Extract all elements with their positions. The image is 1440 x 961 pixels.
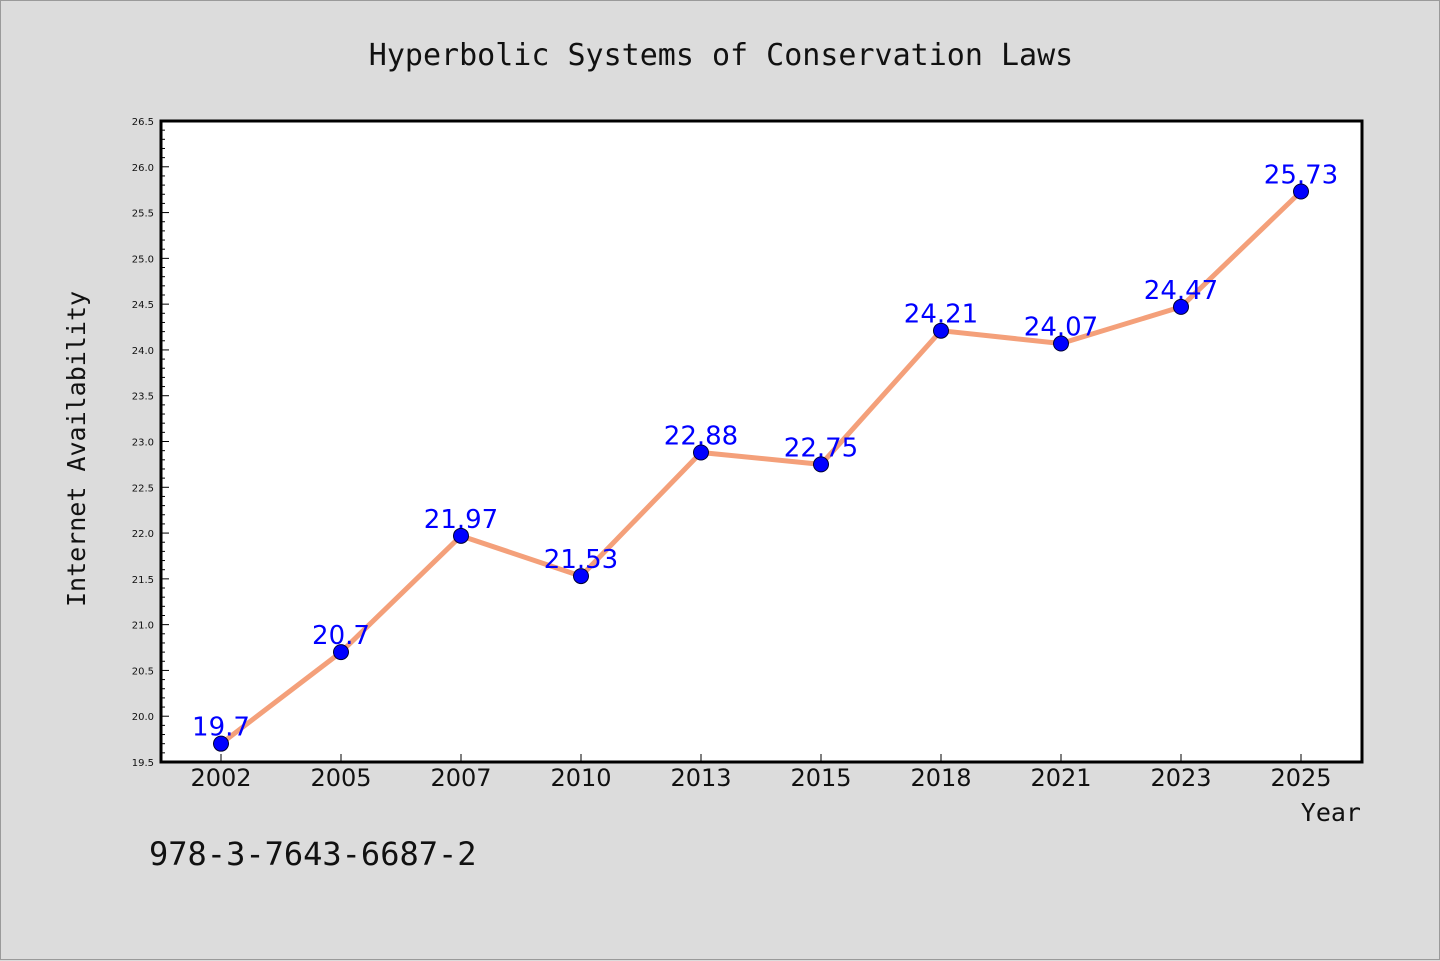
x-tick-label: 2010 (550, 764, 611, 792)
data-label: 21.97 (424, 505, 498, 535)
x-tick-label: 2023 (1150, 764, 1211, 792)
data-label: 19.7 (192, 713, 250, 743)
plot-area (159, 119, 1364, 764)
x-tick-label: 2015 (790, 764, 851, 792)
y-tick-label: 21.5 (132, 575, 154, 586)
data-label: 22.88 (664, 421, 738, 451)
data-label: 22.75 (784, 433, 858, 463)
x-tick-label: 2005 (310, 764, 371, 792)
x-tick-label: 2021 (1030, 764, 1091, 792)
isbn-annotation: 978-3-7643-6687-2 (149, 835, 477, 873)
data-label: 25.73 (1264, 161, 1338, 191)
y-axis: 19.5 20.0 20.5 21.0 21.5 22.0 22.5 23.0 23.5 24.0… (132, 117, 169, 769)
data-labels: 19.7 20.7 21.97 21.53 22.88 22.75 24.21 24.07 24… (192, 161, 1338, 743)
x-tick-label: 2013 (670, 764, 731, 792)
y-tick-label: 23.0 (132, 438, 154, 449)
y-tick-label: 25.5 (132, 209, 154, 220)
y-tick-label: 21.0 (132, 621, 154, 632)
data-point (693, 444, 709, 461)
data-point (1173, 298, 1189, 315)
y-tick-label: 25.0 (132, 254, 154, 265)
data-point (933, 322, 949, 339)
data-label: 24.07 (1024, 313, 1098, 343)
y-tick-label: 22.5 (132, 483, 154, 494)
y-tick-label: 23.5 (132, 392, 154, 403)
data-label: 24.21 (904, 300, 978, 330)
y-tick-label: 20.5 (132, 666, 154, 677)
chart-title: Hyperbolic Systems of Conservation Laws (369, 38, 1073, 73)
y-tick-label: 22.0 (132, 529, 154, 540)
data-point (573, 568, 589, 585)
y-axis-label: Internet Availability (62, 291, 91, 607)
x-tick-label: 2007 (430, 764, 491, 792)
data-label: 24.47 (1144, 276, 1218, 306)
y-tick-label: 20.0 (132, 712, 154, 723)
data-point (1053, 335, 1069, 352)
x-axis: 2002 2005 2007 2010 2013 2015 2018 2021 2023 2025 (190, 754, 1332, 792)
series-polyline (218, 189, 1304, 747)
data-point (453, 527, 469, 544)
data-point (813, 456, 829, 473)
y-tick-label: 19.5 (132, 758, 154, 769)
data-point (1293, 183, 1309, 200)
x-axis-label: Year (1301, 798, 1361, 827)
data-label: 20.7 (312, 621, 370, 651)
data-point (213, 735, 229, 752)
series-line (213, 183, 1309, 752)
data-label: 21.53 (544, 545, 618, 575)
x-tick-label: 2025 (1270, 764, 1331, 792)
y-tick-label: 24.0 (132, 346, 154, 357)
y-tick-label: 26.5 (132, 117, 154, 128)
data-point (333, 644, 349, 661)
x-tick-label: 2018 (910, 764, 971, 792)
y-tick-label: 24.5 (132, 300, 154, 311)
y-tick-label: 26.0 (132, 163, 154, 174)
x-tick-label: 2002 (190, 764, 251, 792)
